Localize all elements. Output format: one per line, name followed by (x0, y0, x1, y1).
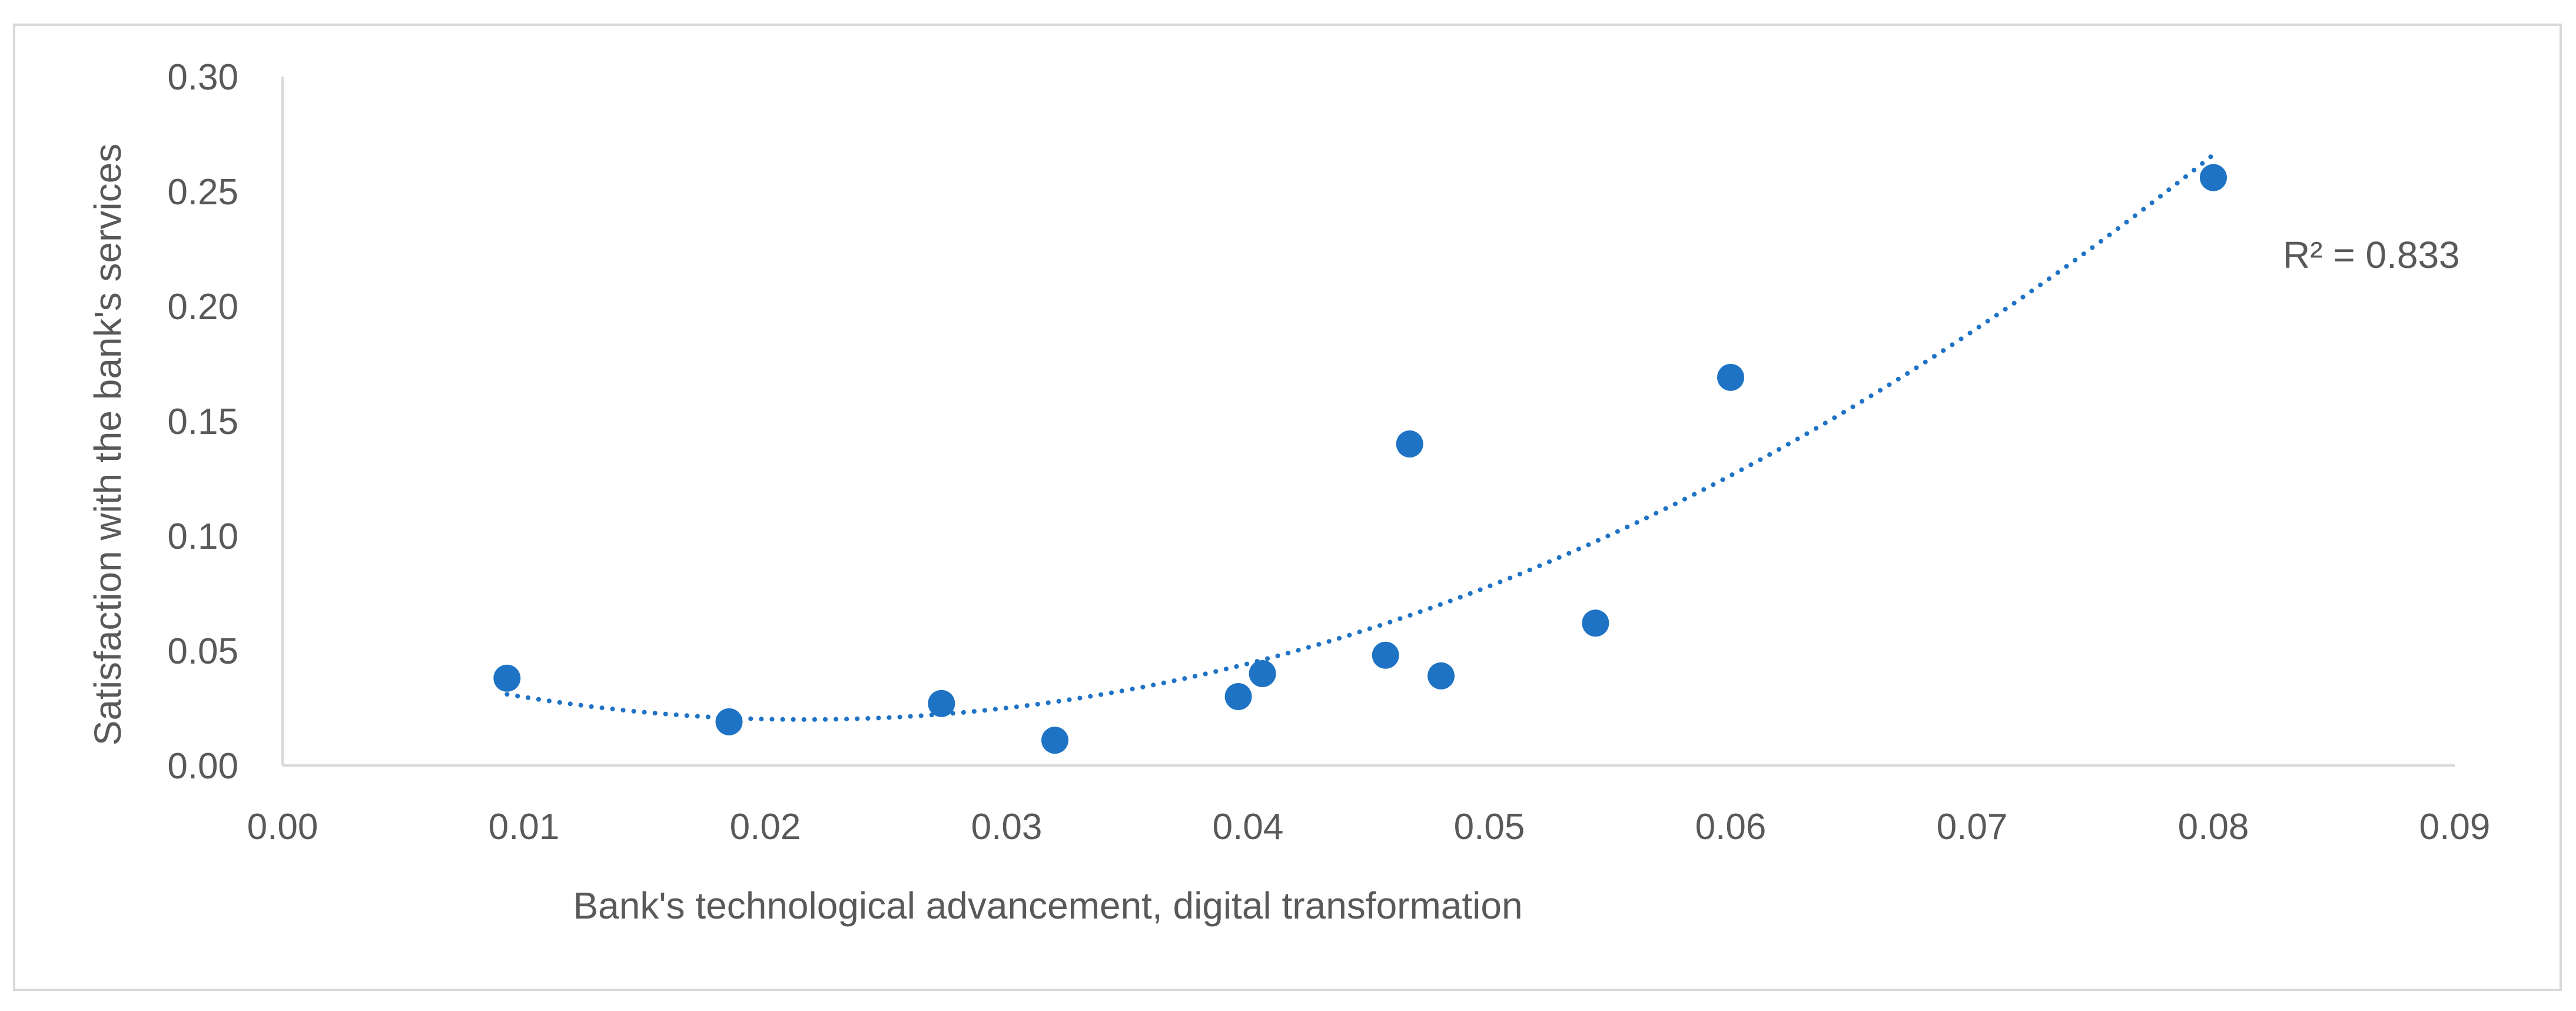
y-tick-label: 0.30 (167, 57, 238, 98)
x-tick-label: 0.06 (1695, 807, 1767, 847)
data-point (1428, 662, 1455, 690)
x-tick-label: 0.05 (1454, 807, 1525, 847)
y-tick-label: 0.20 (167, 287, 238, 327)
data-point (928, 690, 955, 717)
x-tick-label: 0.00 (247, 807, 318, 847)
trendline (504, 152, 2216, 722)
data-point (1224, 683, 1252, 710)
x-tick-label: 0.04 (1213, 807, 1284, 847)
x-tick-label: 0.08 (2178, 807, 2249, 847)
y-tick-labels: 0.00 0.05 0.10 0.15 0.20 0.25 0.30 (167, 57, 238, 787)
x-axis-title: Bank's technological advancement, digita… (573, 884, 1522, 927)
data-point (1717, 363, 1744, 391)
x-tick-label: 0.02 (730, 807, 801, 847)
x-tick-label: 0.07 (1937, 807, 2008, 847)
y-tick-label: 0.05 (167, 631, 238, 672)
data-point (2200, 164, 2227, 191)
y-tick-label: 0.15 (167, 402, 238, 442)
data-point (1582, 609, 1609, 637)
data-point (493, 664, 521, 692)
y-tick-label: 0.10 (167, 516, 238, 557)
y-axis-title: Satisfaction with the bank's services (87, 144, 129, 745)
r-squared-label: R² = 0.833 (2283, 234, 2460, 276)
data-point (1396, 430, 1423, 458)
data-point (715, 708, 743, 735)
axes (281, 77, 2455, 767)
x-tick-label: 0.01 (489, 807, 560, 847)
x-tick-label: 0.09 (2419, 807, 2491, 847)
y-tick-label: 0.00 (167, 746, 238, 787)
x-tick-labels: 0.00 0.01 0.02 0.03 0.04 0.05 0.06 0.07 0.08 0.09 (247, 807, 2491, 847)
data-points (493, 164, 2227, 754)
y-tick-label: 0.25 (167, 172, 238, 213)
data-point (1041, 727, 1068, 754)
data-point (1372, 641, 1399, 669)
data-point (1249, 660, 1276, 687)
chart-area (13, 24, 2562, 991)
x-tick-label: 0.03 (971, 807, 1043, 847)
